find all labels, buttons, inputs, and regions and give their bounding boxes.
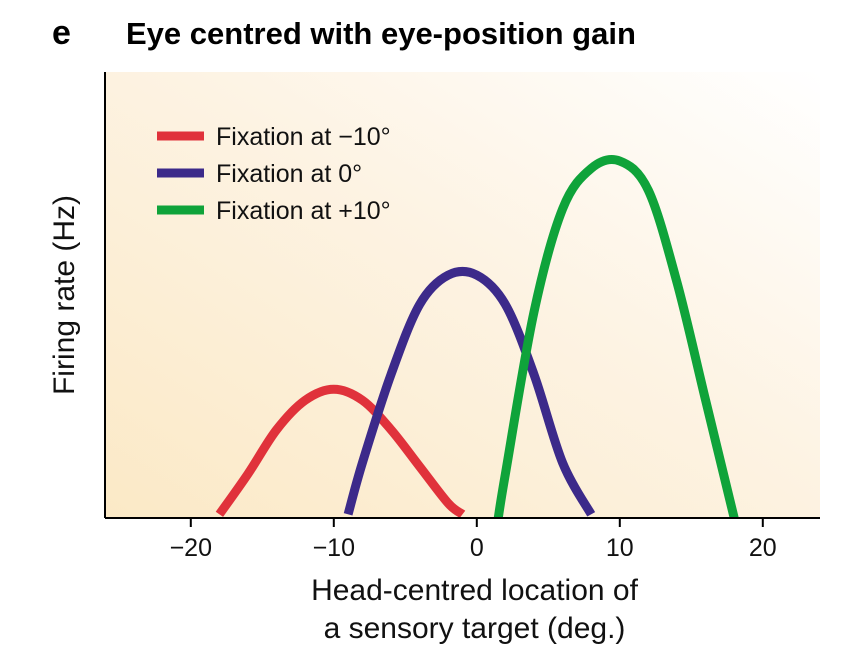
chart-title: Eye centred with eye-position gain (126, 16, 636, 51)
y-axis-label: Firing rate (Hz) (48, 195, 81, 395)
series-line-1 (215, 384, 466, 519)
plot-background (105, 72, 820, 518)
x-tick-label: −20 (170, 534, 212, 562)
legend: Fixation at −10° Fixation at 0° Fixation a… (157, 123, 391, 225)
legend-label: Fixation at 0° (216, 160, 362, 188)
legend-label: Fixation at −10° (216, 123, 391, 151)
panel-letter: e (52, 14, 71, 52)
x-tick-label: 0 (470, 534, 484, 562)
x-tick-label: −10 (313, 534, 355, 562)
x-ticks: −20 −10 0 10 20 (170, 518, 777, 562)
x-axis-label-line-2: a sensory target (deg.) (324, 612, 626, 645)
x-tick-label: 20 (749, 534, 777, 562)
series-line-2 (343, 266, 596, 517)
x-axis-label-line-1: Head-centred location of (311, 574, 639, 607)
series-line-3 (493, 155, 739, 520)
x-tick-label: 10 (606, 534, 634, 562)
legend-label: Fixation at +10° (216, 197, 391, 225)
series-layer (215, 155, 739, 520)
